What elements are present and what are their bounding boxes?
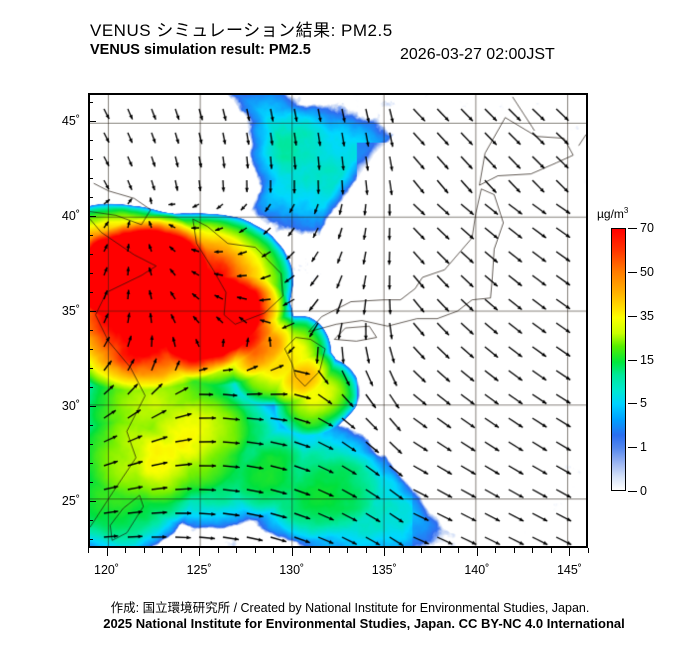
y-axis-label-40: 40˚: [61, 209, 80, 224]
wind-vector-overlay: [90, 95, 586, 546]
x-tick-144: [550, 548, 552, 553]
y-tick-34: [88, 329, 93, 331]
y-tick-35: [88, 311, 96, 313]
colorbar-tick-35: [628, 315, 637, 317]
y-tick-39: [88, 235, 93, 237]
colorbar-gradient: [611, 228, 626, 491]
y-tick-45: [88, 121, 96, 123]
y-tick-42: [88, 178, 93, 180]
colorbar-unit-label: µg/m3: [597, 206, 628, 221]
x-tick-124: [180, 548, 182, 553]
y-tick-46: [88, 102, 93, 104]
colorbar-tick-1: [628, 447, 637, 449]
y-tick-44: [88, 140, 93, 142]
y-tick-30: [88, 405, 96, 407]
page-title-english: VENUS simulation result: PM2.5: [90, 42, 311, 58]
x-tick-130: [291, 548, 293, 556]
colorbar-label-0: 0: [640, 484, 647, 498]
colorbar-tick-15: [628, 359, 637, 361]
colorbar-label-5: 5: [640, 396, 647, 411]
colorbar-tick-50: [628, 271, 637, 273]
timestamp-label: 2026-03-27 02:00JST: [400, 46, 555, 63]
x-tick-132: [328, 548, 330, 553]
colorbar-unit-exponent: 3: [623, 206, 629, 215]
x-axis-label-120: 120˚: [94, 563, 120, 577]
x-tick-146: [588, 548, 589, 553]
x-axis-label-125: 125˚: [186, 563, 212, 577]
x-tick-126: [217, 548, 219, 553]
x-tick-145: [569, 548, 571, 556]
x-tick-142: [513, 548, 515, 553]
map-plot-area: [88, 93, 588, 548]
y-tick-40: [88, 216, 96, 218]
x-tick-135: [384, 548, 386, 556]
y-tick-24: [88, 519, 93, 521]
x-axis-label-135: 135˚: [371, 563, 397, 577]
y-tick-31: [88, 386, 93, 388]
colorbar-tick-70: [628, 228, 637, 229]
x-tick-128: [254, 548, 256, 553]
x-axis-label-140: 140˚: [464, 563, 490, 577]
x-tick-140: [476, 548, 478, 556]
y-tick-37: [88, 273, 93, 275]
x-tick-129: [273, 548, 275, 553]
y-tick-43: [88, 159, 93, 161]
y-tick-33: [88, 348, 93, 350]
x-tick-139: [458, 548, 460, 553]
x-tick-138: [439, 548, 441, 553]
y-tick-23: [88, 538, 93, 540]
y-axis-label-30: 30˚: [61, 398, 80, 413]
y-axis-label-25: 25˚: [61, 493, 80, 508]
y-axis-label-35: 35˚: [61, 304, 80, 319]
y-tick-25: [88, 500, 96, 502]
y-tick-26: [88, 481, 93, 483]
colorbar-label-15: 15: [640, 352, 654, 367]
colorbar-label-70: 70: [640, 221, 654, 235]
colorbar-label-35: 35: [640, 308, 654, 323]
colorbar-label-50: 50: [640, 264, 654, 279]
license-text: 2025 National Institute for Environmenta…: [103, 616, 625, 631]
colorbar-tick-0: [628, 491, 637, 492]
x-tick-127: [236, 548, 238, 553]
x-tick-143: [532, 548, 534, 553]
x-tick-121: [125, 548, 127, 553]
y-tick-28: [88, 443, 93, 445]
y-tick-38: [88, 254, 93, 256]
y-tick-29: [88, 424, 93, 426]
x-axis-label-130: 130˚: [279, 563, 305, 577]
x-tick-131: [310, 548, 312, 553]
y-tick-36: [88, 292, 93, 294]
y-axis-label-45: 45˚: [61, 114, 80, 129]
y-tick-32: [88, 367, 93, 369]
colorbar-tick-5: [628, 403, 637, 405]
x-tick-119: [88, 548, 89, 553]
x-axis-label-145: 145˚: [556, 563, 582, 577]
credit-line: 作成: 国立環境研究所 / Created by National Instit…: [110, 601, 590, 615]
x-tick-122: [143, 548, 145, 553]
page-title-japanese: VENUS シミュレーション結果: PM2.5: [90, 21, 393, 40]
x-tick-141: [495, 548, 497, 553]
colorbar-label-1: 1: [640, 440, 647, 455]
x-tick-136: [402, 548, 404, 553]
colorbar-unit-text: µg/m: [597, 207, 624, 221]
x-tick-120: [106, 548, 108, 556]
y-tick-27: [88, 462, 93, 464]
x-tick-125: [199, 548, 201, 556]
license-line: 2025 National Institute for Environmenta…: [0, 616, 700, 631]
x-tick-137: [421, 548, 423, 553]
x-tick-133: [347, 548, 349, 553]
y-tick-41: [88, 197, 93, 199]
x-tick-134: [365, 548, 367, 553]
x-tick-123: [162, 548, 164, 553]
